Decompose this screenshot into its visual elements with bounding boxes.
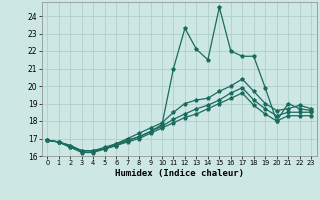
X-axis label: Humidex (Indice chaleur): Humidex (Indice chaleur) [115,169,244,178]
